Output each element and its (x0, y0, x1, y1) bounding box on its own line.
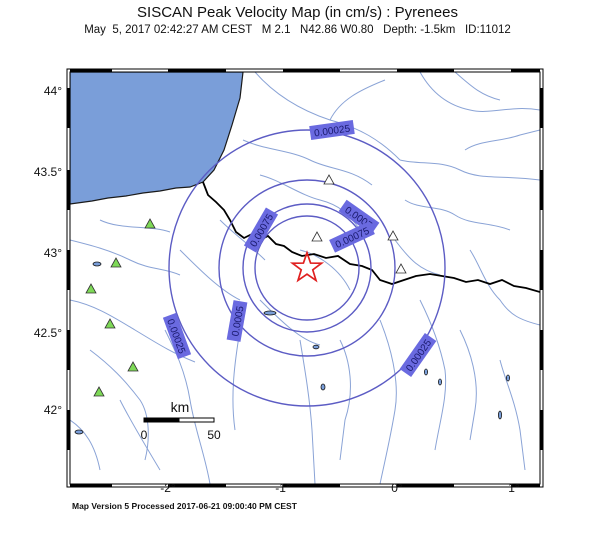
contour-label: 0.0005 (230, 305, 246, 337)
latitude-axis: 44° 43.5° 43° 42.5° 42° (34, 84, 62, 417)
lon-tick-label: 1° (508, 481, 520, 495)
map-title: SISCAN Peak Velocity Map (in cm/s) : Pyr… (137, 4, 458, 21)
station-green (144, 218, 156, 229)
contour-label: 0.00025 (314, 123, 352, 139)
event-details: May 5, 2017 02:42:27 AM CEST M 2.1 N42.8… (84, 24, 511, 36)
station-green (93, 386, 105, 397)
lon-tick-label: 0° (391, 481, 403, 495)
scale-bar: km 0 50 (141, 399, 221, 442)
longitude-axis: -2° -1° 0° 1° (160, 481, 520, 495)
contour-0.00075-inner (254, 215, 360, 321)
lat-tick-label: 44° (44, 84, 62, 98)
station-green (85, 283, 97, 294)
velocity-contours (168, 129, 446, 407)
lon-tick-label: -2° (160, 481, 176, 495)
contour-0.00025 (168, 129, 446, 407)
seismic-stations (85, 174, 407, 397)
lat-tick-label: 43.5° (34, 165, 62, 179)
national-border (202, 181, 540, 293)
contour-0.00075-outer (242, 203, 372, 333)
river-network (70, 72, 540, 484)
scale-bar-label-end: 50 (207, 428, 221, 442)
scale-bar-label-start: 0 (141, 428, 148, 442)
station-white (323, 174, 335, 185)
sea-bay-of-biscay (70, 72, 244, 205)
lat-tick-label: 42° (44, 403, 62, 417)
lat-tick-label: 43° (44, 246, 62, 260)
lon-tick-label: -1° (275, 481, 291, 495)
station-green (104, 318, 116, 329)
contour-0.0005 (218, 179, 396, 357)
epicenter-star (289, 250, 325, 283)
map-version-footer: Map Version 5 Processed 2017-06-21 09:00… (72, 501, 297, 511)
station-white (387, 230, 399, 241)
scale-bar-unit: km (171, 399, 190, 415)
station-green (110, 257, 122, 268)
station-white (395, 263, 407, 274)
lakes (74, 261, 510, 435)
map-frame (66, 68, 544, 488)
station-white (311, 231, 323, 242)
lat-tick-label: 42.5° (34, 326, 62, 340)
station-green (127, 361, 139, 372)
